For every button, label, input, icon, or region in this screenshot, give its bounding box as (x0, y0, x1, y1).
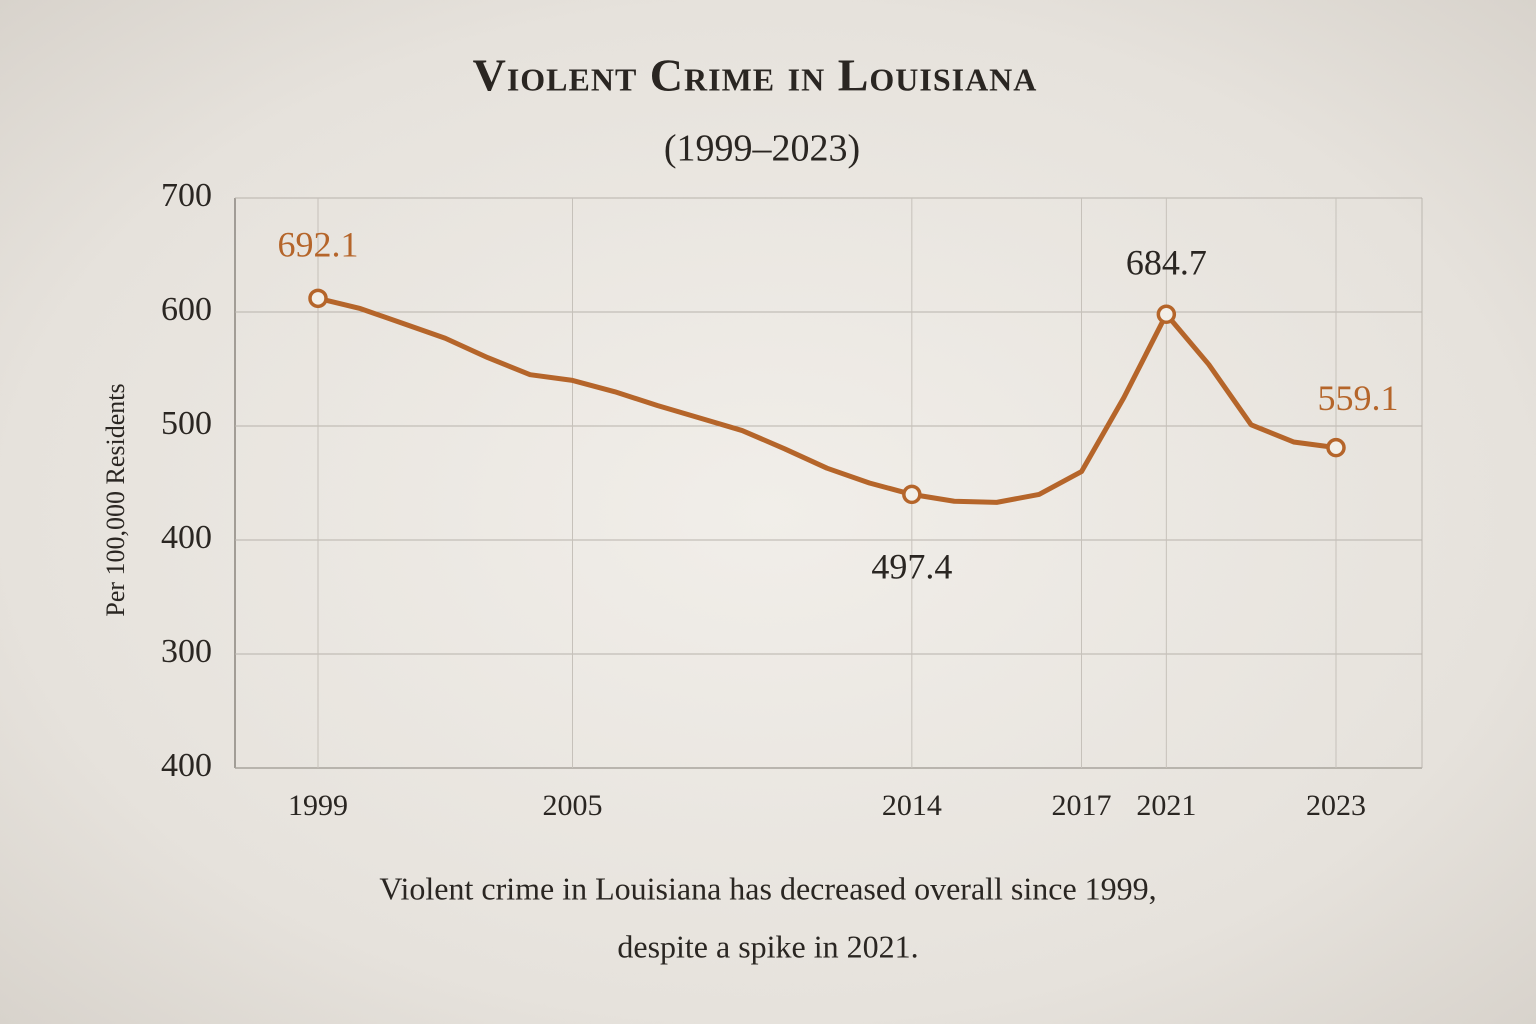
y-tick-label: 400 (161, 519, 212, 556)
data-line (315, 295, 1339, 505)
annotation: 497.4 (871, 547, 952, 587)
data-point (1326, 437, 1346, 458)
annotation: 559.1 (1318, 378, 1399, 418)
annotation: 692.1 (278, 225, 359, 265)
annotation: 684.7 (1126, 243, 1207, 283)
caption-line: despite a spike in 2021. (617, 928, 918, 964)
chart-subtitle: (1999–2023) (664, 128, 860, 170)
chart-title: Violent Crime in Louisiana (473, 50, 1038, 101)
y-tick-label: 300 (161, 633, 212, 670)
x-tick-label: 2023 (1306, 789, 1366, 822)
x-tick-label: 2017 (1052, 789, 1112, 822)
data-point (902, 484, 922, 505)
x-tick-label: 2014 (882, 789, 942, 822)
x-tick-label: 2021 (1136, 789, 1196, 822)
y-tick-label: 600 (161, 291, 212, 328)
y-axis-label: Per 100,000 Residents (101, 383, 130, 616)
caption-line: Violent crime in Louisiana has decreased… (379, 870, 1156, 906)
y-tick-label: 400 (161, 747, 212, 784)
x-tick-label: 1999 (288, 789, 348, 822)
data-point (1156, 304, 1177, 325)
x-tick-label: 2005 (543, 789, 603, 822)
y-tick-label: 500 (161, 405, 212, 442)
data-point (308, 288, 328, 309)
y-tick-label: 700 (161, 177, 212, 214)
